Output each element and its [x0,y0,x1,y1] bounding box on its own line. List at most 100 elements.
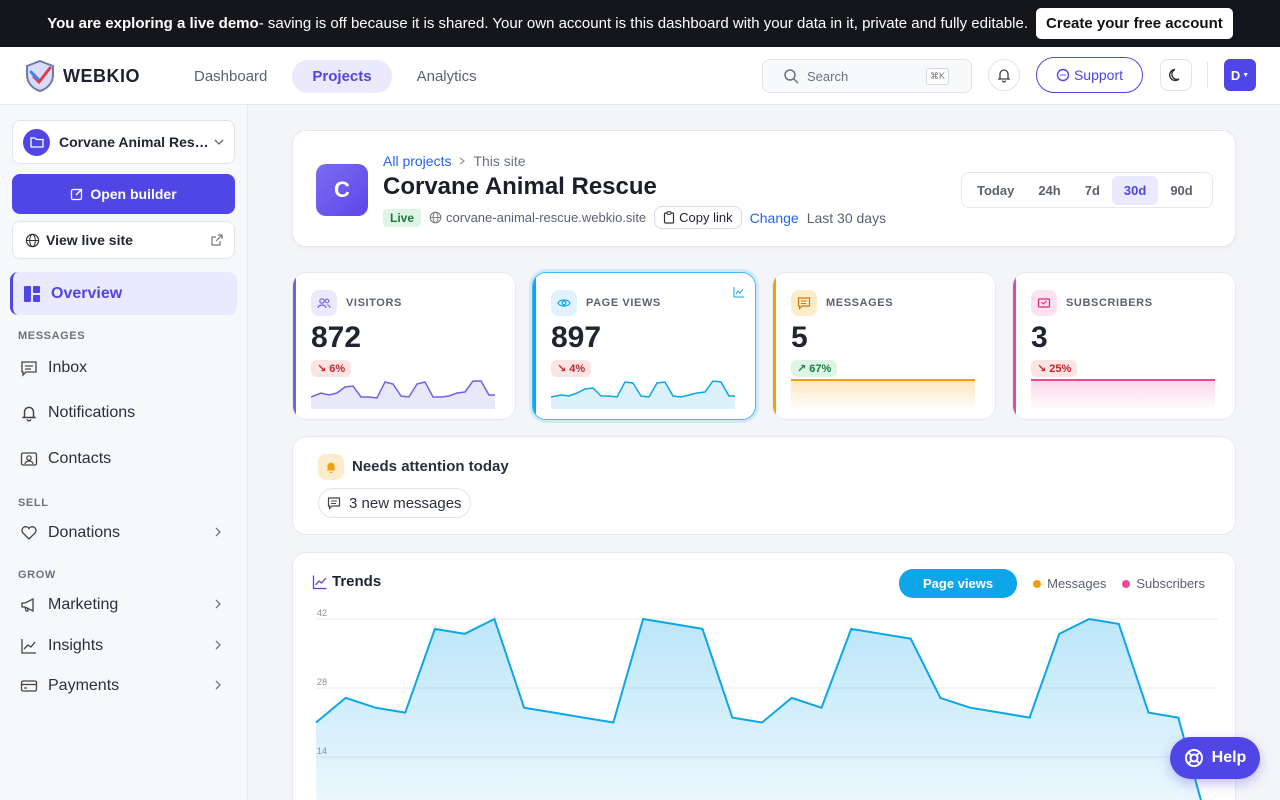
data-point[interactable] [1086,616,1092,622]
chart-icon [733,287,744,298]
help-button[interactable]: Help [1170,737,1260,779]
sidebar-item-inbox[interactable]: Inbox [20,355,228,381]
chart-legend: Page views Messages Subscribers [899,569,1205,598]
message-icon [791,290,817,316]
contact-card-icon [20,452,38,466]
range-24h[interactable]: 24h [1038,182,1061,198]
search-shortcut: ⌘K [925,68,949,85]
data-point[interactable] [1027,715,1033,721]
sidebar-item-notifications[interactable]: Notifications [20,400,228,426]
legend-messages[interactable]: Messages [1033,576,1106,591]
sidebar-item-donations[interactable]: Donations [20,520,228,546]
range-90d[interactable]: 90d [1170,182,1193,198]
data-point[interactable] [491,616,497,622]
sidebar-item-overview[interactable]: Overview [10,272,237,315]
stat-card-subscribers[interactable]: SUBSCRIBERS 3 ↘ 25% [1012,272,1236,420]
stat-label: PAGE VIEWS [586,297,661,309]
breadcrumb-all-projects[interactable]: All projects [383,153,452,169]
new-messages-label: 3 new messages [349,494,462,512]
data-point[interactable] [432,626,438,632]
data-point[interactable] [759,720,765,726]
nav-projects[interactable]: Projects [292,60,392,93]
data-point[interactable] [818,705,824,711]
data-point[interactable] [1175,715,1181,721]
notifications-button[interactable] [988,59,1020,91]
data-point[interactable] [1146,710,1152,716]
data-point[interactable] [997,710,1003,716]
trend-badge: ↘ 4% [551,360,592,377]
nav-analytics[interactable]: Analytics [416,68,477,85]
stat-card-visitors[interactable]: VISITORS 872 ↘ 6% [292,272,516,420]
data-point[interactable] [1056,631,1062,637]
new-messages-pill[interactable]: 3 new messages [318,488,471,518]
range-today[interactable]: Today [977,182,1015,198]
data-point[interactable] [1116,621,1122,627]
moon-icon [1169,68,1180,82]
nav-dashboard[interactable]: Dashboard [194,68,268,85]
support-button[interactable]: Support [1036,57,1143,93]
breadcrumb: All projects This site [383,153,526,169]
sidebar-item-payments[interactable]: Payments [20,673,228,699]
section-label-sell: SELL [18,497,49,509]
data-point[interactable] [640,616,646,622]
sidebar-item-insights[interactable]: Insights [20,633,228,659]
legend-page-views[interactable]: Page views [899,569,1018,598]
data-point[interactable] [700,626,706,632]
copy-link-label: Copy link [679,210,733,225]
theme-toggle[interactable] [1160,59,1192,91]
brand-name: WEBKIO [63,65,140,86]
sidebar-item-contacts[interactable]: Contacts [20,446,228,472]
sidebar-item-marketing[interactable]: Marketing [20,592,228,618]
data-point[interactable] [937,695,943,701]
status-badge: Live [383,208,422,227]
stat-card-messages[interactable]: MESSAGES 5 ↗ 67% [772,272,996,420]
range-7d[interactable]: 7d [1084,182,1100,198]
data-point[interactable] [343,695,349,701]
data-point[interactable] [462,631,468,637]
legend-subscribers[interactable]: Subscribers [1122,576,1205,591]
data-point[interactable] [670,621,676,627]
notifications-label: Notifications [48,404,136,421]
stat-value: 5 [791,321,808,354]
trends-chart: 142842 [313,608,1218,800]
attention-title: Needs attention today [352,458,509,475]
help-label: Help [1211,749,1247,766]
create-account-button[interactable]: Create your free account [1036,8,1233,39]
chevron-right-icon [215,640,221,650]
bell-icon [997,69,1011,83]
bell-icon [318,454,344,480]
data-point[interactable] [313,720,319,726]
search-input[interactable]: Search ⌘K [762,59,972,93]
data-point[interactable] [581,715,587,721]
open-builder-button[interactable]: Open builder [12,174,235,214]
copy-link-button[interactable]: Copy link [654,206,742,229]
data-point[interactable] [610,720,616,726]
banner-strong: You are exploring a live demo [47,15,259,32]
data-point[interactable] [908,636,914,642]
data-point[interactable] [551,710,557,716]
shield-logo-icon [26,60,54,92]
payments-label: Payments [48,677,120,694]
site-domain[interactable]: corvane-animal-rescue.webkio.site [446,210,647,225]
data-point[interactable] [521,705,527,711]
contacts-label: Contacts [48,450,112,467]
data-point[interactable] [789,695,795,701]
user-avatar[interactable]: D ▼ [1224,59,1256,91]
data-point[interactable] [967,705,973,711]
data-point[interactable] [729,715,735,721]
heart-icon [21,526,37,540]
range-30d[interactable]: 30d [1111,175,1159,205]
view-live-site-button[interactable]: View live site [12,221,235,259]
brand[interactable]: WEBKIO [25,60,140,92]
data-point[interactable] [402,710,408,716]
stat-value: 872 [311,321,362,354]
change-period-link[interactable]: Change [749,209,799,226]
data-point[interactable] [878,631,884,637]
data-point[interactable] [372,705,378,711]
stat-card-page-views[interactable]: PAGE VIEWS 897 ↘ 4% [532,272,756,420]
project-selector[interactable]: Corvane Animal Rescue [12,120,235,164]
stat-label: VISITORS [346,297,402,309]
data-point[interactable] [848,626,854,632]
marketing-label: Marketing [48,596,119,613]
sidebar: Corvane Animal Rescue Open builder View … [0,105,248,800]
